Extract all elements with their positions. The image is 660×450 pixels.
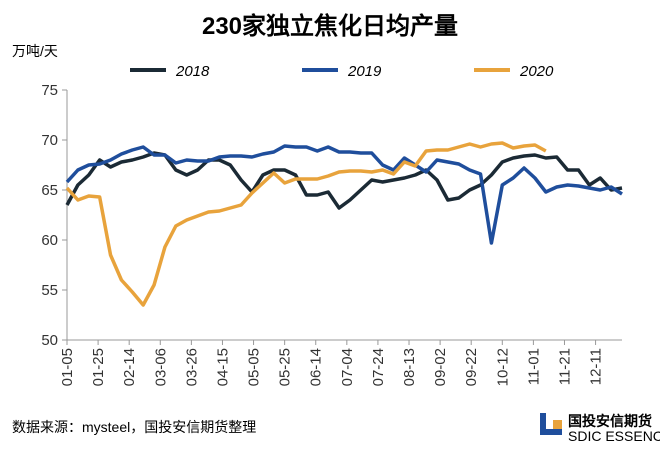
x-tick-label: 12-11: [588, 348, 605, 385]
x-tick-label: 03-26: [183, 348, 200, 386]
y-axis-label: 万吨/天: [12, 43, 58, 59]
x-tick-label: 11-21: [556, 348, 573, 385]
logo-subtitle: SDIC ESSENCE FUTURES: [568, 428, 660, 444]
y-tick-label: 55: [41, 282, 58, 299]
x-tick-label: 05-05: [246, 348, 263, 386]
x-tick-label: 04-15: [214, 348, 231, 386]
source-note: 数据来源：mysteel，国投安信期货整理: [12, 419, 256, 435]
y-tick-label: 75: [41, 82, 58, 99]
x-tick-label: 09-22: [463, 348, 480, 386]
y-tick-label: 65: [41, 182, 58, 199]
y-tick-label: 60: [41, 232, 58, 249]
x-tick-label: 01-05: [59, 348, 76, 386]
x-tick-label: 06-14: [308, 348, 325, 386]
x-tick-label: 08-13: [401, 348, 418, 386]
x-tick-label: 01-25: [90, 348, 107, 386]
series-line: [65, 141, 547, 307]
chart-title: 230家独立焦化日均产量: [202, 12, 458, 40]
y-tick-label: 70: [41, 132, 58, 149]
series-line: [65, 144, 623, 245]
legend-label: 2019: [347, 63, 382, 80]
logo: 国投安信期货 SDIC ESSENCE FUTURES: [540, 413, 660, 444]
logo-name: 国投安信期货: [568, 413, 652, 429]
x-tick-label: 09-02: [432, 348, 449, 386]
x-tick-label: 02-14: [121, 348, 138, 386]
x-tick-label: 10-12: [494, 348, 511, 386]
x-tick-label: 05-25: [277, 348, 294, 386]
x-tick-label: 07-04: [339, 348, 356, 386]
y-tick-label: 50: [41, 332, 58, 349]
x-tick-label: 07-24: [370, 348, 387, 386]
logo-icon-accent: [553, 420, 562, 429]
legend-label: 2018: [175, 63, 210, 80]
x-tick-label: 03-06: [152, 348, 169, 386]
legend-label: 2020: [519, 63, 554, 80]
x-tick-label: 11-01: [525, 348, 542, 385]
